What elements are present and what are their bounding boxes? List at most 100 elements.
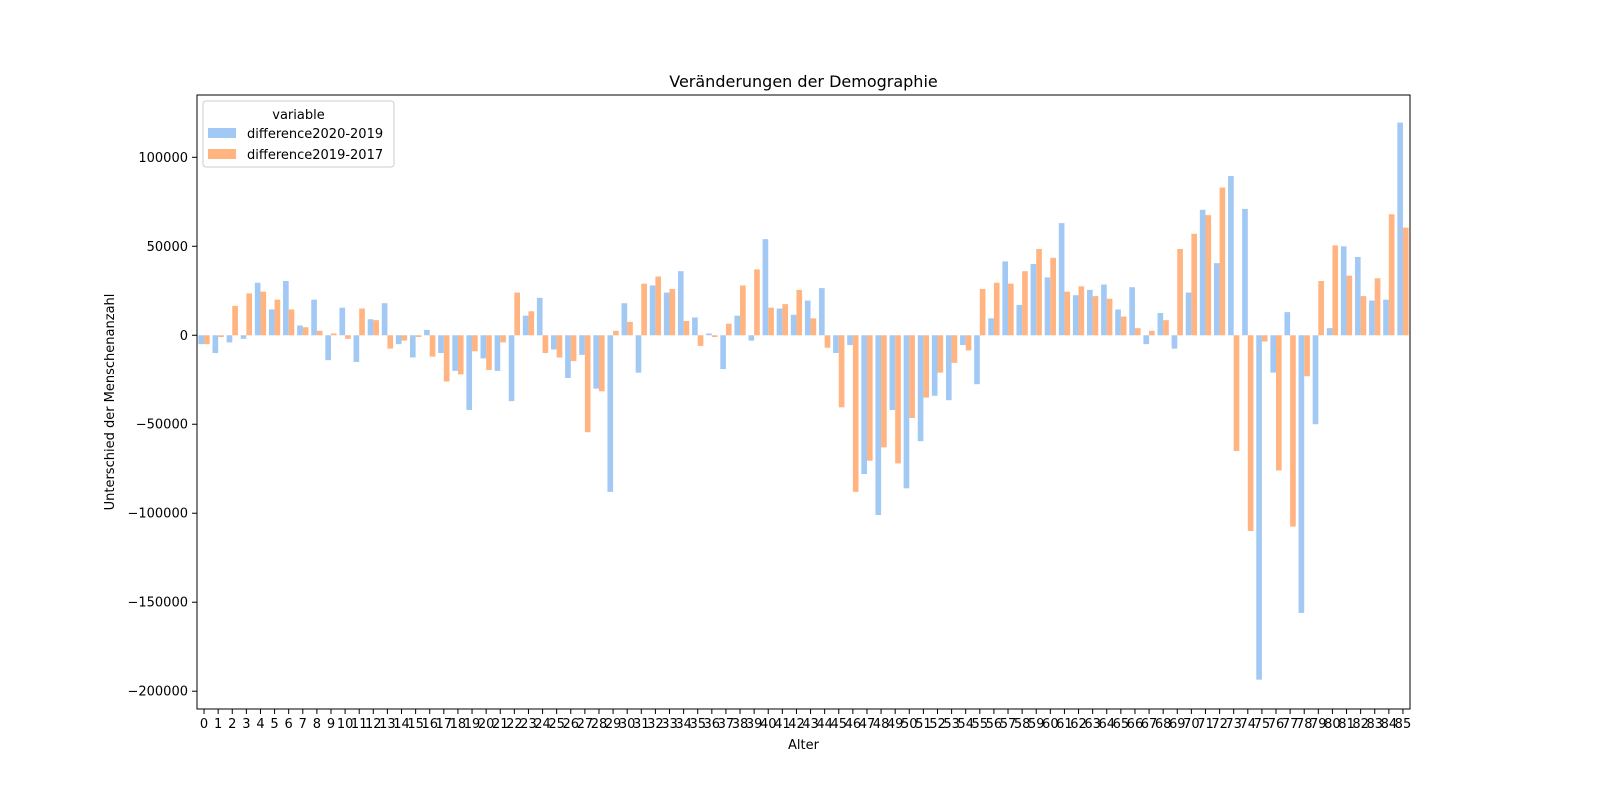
bar-difference2019-2017-27 (584, 335, 591, 433)
bar-difference2020-2019-13 (381, 303, 388, 336)
bar-difference2019-2017-55 (979, 288, 986, 336)
bar-difference2020-2019-16 (424, 329, 430, 336)
bar-difference2020-2019-62 (1072, 295, 1079, 336)
bar-difference2019-2017-52 (937, 335, 944, 373)
bar-difference2020-2019-45 (833, 335, 839, 354)
x-tick-label: 59 (1028, 717, 1045, 732)
legend-entry: difference2020-2019 (247, 127, 383, 142)
x-tick-label: 42 (788, 717, 805, 732)
bar-difference2020-2019-4 (254, 282, 261, 336)
x-tick-label: 71 (1197, 717, 1214, 732)
bar-difference2019-2017-67 (1149, 330, 1155, 336)
bar-difference2019-2017-76 (1276, 335, 1282, 471)
bar-difference2019-2017-43 (810, 318, 817, 336)
bar-difference2020-2019-69 (1171, 335, 1178, 349)
y-tick-label: −200000 (127, 685, 188, 700)
bar-difference2019-2017-40 (768, 307, 774, 336)
x-tick-label: 21 (492, 717, 509, 732)
x-tick-label: 11 (351, 717, 368, 732)
y-tick-label: 100000 (138, 151, 188, 166)
bar-difference2019-2017-36 (711, 335, 718, 338)
bar-difference2019-2017-83 (1374, 278, 1381, 336)
x-tick-label: 52 (929, 717, 946, 732)
bar-difference2019-2017-85 (1402, 227, 1409, 336)
x-tick-label: 56 (986, 717, 1003, 732)
x-tick-label: 81 (1338, 717, 1355, 732)
y-tick-label: 0 (180, 329, 188, 344)
bar-difference2020-2019-82 (1354, 256, 1361, 336)
x-tick-label: 19 (464, 717, 481, 732)
y-tick-label: −50000 (136, 418, 188, 433)
bar-difference2019-2017-26 (570, 335, 577, 362)
bar-difference2019-2017-37 (725, 323, 732, 336)
bar-difference2019-2017-75 (1261, 335, 1268, 342)
legend-swatch (208, 149, 236, 159)
bar-difference2019-2017-57 (1008, 283, 1014, 336)
bar-difference2019-2017-42 (796, 289, 803, 336)
x-tick-label: 16 (421, 717, 438, 732)
bar-difference2019-2017-68 (1163, 320, 1169, 336)
bar-difference2019-2017-23 (528, 311, 535, 336)
bar-difference2020-2019-41 (776, 308, 783, 336)
bar-difference2019-2017-6 (288, 309, 295, 336)
bar-difference2020-2019-71 (1199, 209, 1206, 336)
y-tick-label: −150000 (127, 596, 188, 611)
bar-difference2019-2017-14 (401, 335, 408, 341)
x-tick-label: 6 (285, 717, 293, 732)
bar-difference2019-2017-56 (993, 282, 1000, 336)
x-tick-label: 80 (1324, 717, 1341, 732)
bar-difference2019-2017-13 (387, 335, 394, 349)
bar-difference2019-2017-58 (1022, 271, 1028, 336)
bar-difference2020-2019-48 (875, 335, 882, 516)
x-tick-label: 75 (1254, 717, 1271, 732)
bar-difference2020-2019-31 (635, 335, 642, 373)
bar-difference2019-2017-4 (260, 291, 267, 336)
x-tick-label: 10 (337, 717, 354, 732)
bar-difference2020-2019-32 (649, 285, 656, 336)
bar-difference2019-2017-51 (923, 335, 930, 398)
bar-difference2019-2017-20 (486, 335, 492, 370)
bar-difference2020-2019-40 (762, 239, 769, 336)
bar-difference2020-2019-20 (480, 335, 487, 359)
bar-difference2019-2017-33 (669, 288, 676, 336)
x-tick-label: 45 (830, 717, 847, 732)
x-tick-label: 37 (718, 717, 735, 732)
bar-difference2020-2019-6 (283, 280, 289, 336)
bar-difference2019-2017-79 (1318, 280, 1324, 336)
bar-difference2019-2017-2 (232, 305, 238, 336)
bar-difference2019-2017-74 (1247, 335, 1254, 532)
bar-difference2020-2019-8 (311, 299, 317, 336)
bar-difference2019-2017-28 (598, 335, 605, 392)
x-tick-label: 58 (1014, 717, 1031, 732)
bar-difference2020-2019-47 (861, 335, 867, 475)
bar-difference2019-2017-61 (1064, 291, 1071, 336)
x-tick-label: 73 (1225, 717, 1242, 732)
bar-difference2020-2019-15 (409, 335, 416, 358)
bar-difference2020-2019-52 (931, 335, 938, 396)
bar-difference2019-2017-10 (345, 335, 351, 339)
x-tick-label: 41 (774, 717, 791, 732)
x-tick-label: 36 (704, 717, 721, 732)
x-tick-label: 72 (1211, 717, 1228, 732)
legend: variable difference2020-2019 difference2… (202, 100, 395, 168)
x-tick-label: 47 (859, 717, 876, 732)
bar-difference2019-2017-41 (782, 304, 788, 336)
x-tick-label: 51 (915, 717, 932, 732)
legend-frame (202, 100, 395, 168)
bar-difference2020-2019-26 (565, 335, 571, 378)
chart-title: Veränderungen der Demographie (669, 72, 937, 91)
bar-difference2020-2019-21 (494, 335, 501, 371)
bar-difference2020-2019-10 (339, 307, 346, 336)
bar-difference2019-2017-44 (824, 335, 831, 348)
x-tick-label: 30 (619, 717, 636, 732)
x-tick-label: 40 (760, 717, 777, 732)
bar-difference2019-2017-32 (655, 276, 662, 336)
x-tick-label: 63 (1084, 717, 1101, 732)
x-tick-label: 23 (520, 717, 537, 732)
bar-difference2020-2019-60 (1044, 277, 1051, 336)
bar-difference2019-2017-35 (697, 335, 704, 346)
bar-difference2019-2017-0 (204, 335, 210, 345)
x-tick-label: 67 (1141, 717, 1158, 732)
bar-difference2020-2019-70 (1185, 292, 1192, 336)
bar-difference2020-2019-18 (452, 335, 458, 371)
